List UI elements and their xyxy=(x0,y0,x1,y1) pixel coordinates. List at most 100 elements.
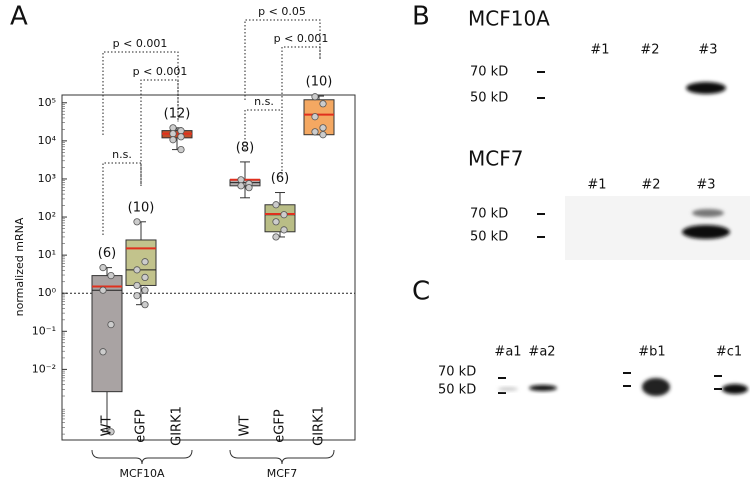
n-label: (8) xyxy=(236,140,254,155)
panel-label: B xyxy=(412,2,430,32)
marker-dashes xyxy=(498,372,722,394)
band xyxy=(682,225,730,239)
box xyxy=(264,204,296,233)
significance-bracket xyxy=(244,19,321,100)
marker-label: 70 kD xyxy=(438,365,476,380)
lane-label: #3 xyxy=(698,43,717,58)
data-point xyxy=(99,348,107,356)
y-tick-label: 10⁻² xyxy=(32,362,56,375)
data-point xyxy=(245,184,253,192)
x-tick-label: GIRK1 xyxy=(312,406,327,446)
data-point xyxy=(133,292,141,300)
marker-label: 50 kD xyxy=(470,230,508,245)
marker-label: 70 kD xyxy=(470,207,508,222)
band xyxy=(692,209,724,217)
data-point xyxy=(169,130,177,138)
band xyxy=(722,384,748,394)
data-point xyxy=(311,128,319,136)
significance-bracket xyxy=(102,51,179,135)
group-brace xyxy=(229,449,335,465)
y-axis-label: normalized mRNA xyxy=(13,217,26,316)
data-point xyxy=(133,266,141,274)
n-label: (6) xyxy=(98,246,116,261)
data-point xyxy=(99,264,107,272)
y-tick-label: 10¹ xyxy=(38,248,56,261)
data-point xyxy=(319,124,327,132)
significance-bracket xyxy=(281,46,321,150)
band xyxy=(642,378,670,396)
y-tick-label: 10⁴ xyxy=(38,134,57,147)
data-point xyxy=(237,182,245,190)
annotation: p < 0.001 xyxy=(113,37,168,50)
x-tick-label: WT xyxy=(100,416,115,437)
lane-label: #1 xyxy=(590,43,609,58)
plot-frame xyxy=(61,94,356,441)
significance-bracket xyxy=(140,79,179,186)
lane-label: #a1 xyxy=(494,345,521,360)
x-tick-label: eGFP xyxy=(273,409,288,443)
data-point xyxy=(99,286,107,294)
data-point xyxy=(107,320,115,329)
band xyxy=(498,387,518,391)
data-point xyxy=(280,226,288,234)
data-point xyxy=(272,201,280,209)
y-tick-label: 10² xyxy=(38,210,56,223)
box xyxy=(303,99,335,136)
data-point xyxy=(319,100,327,108)
n-label: (10) xyxy=(306,75,333,90)
y-tick-label: 10⁵ xyxy=(38,96,56,109)
significance-bracket xyxy=(102,162,142,235)
data-point xyxy=(177,127,185,135)
data-point xyxy=(141,258,149,266)
annotation: n.s. xyxy=(112,148,132,161)
y-tick-label: 10⁰ xyxy=(38,286,57,299)
lane-label: #1 xyxy=(587,178,606,193)
lane-label: #c1 xyxy=(716,345,742,360)
band xyxy=(529,385,557,391)
group-brace xyxy=(91,449,193,465)
data-point xyxy=(169,136,177,144)
data-point xyxy=(272,218,280,226)
annotation: n.s. xyxy=(254,95,274,108)
data-point xyxy=(107,428,115,436)
y-tick-label: 10³ xyxy=(38,172,56,185)
data-point xyxy=(169,124,177,132)
lane-label: #2 xyxy=(640,43,659,58)
data-point xyxy=(237,176,245,184)
marker-label: 50 kD xyxy=(470,91,508,106)
data-point xyxy=(319,131,327,139)
panel-label: A xyxy=(10,2,28,32)
annotation: p < 0.001 xyxy=(133,65,188,78)
x-tick-label: eGFP xyxy=(134,409,149,443)
lane-label: #a2 xyxy=(528,345,555,360)
y-tick-label: 10⁻¹ xyxy=(32,324,56,337)
annotation: p < 0.05 xyxy=(258,5,306,18)
data-point xyxy=(177,133,185,141)
x-tick-label: WT xyxy=(238,416,253,437)
group-label: MCF7 xyxy=(267,467,298,480)
data-point xyxy=(141,273,149,282)
lane-label: #2 xyxy=(641,178,660,193)
x-tick-label: GIRK1 xyxy=(170,406,185,446)
panel-label: C xyxy=(412,277,430,307)
data-point xyxy=(177,145,185,154)
data-point xyxy=(141,301,149,309)
box xyxy=(125,239,157,286)
n-label: (10) xyxy=(128,200,155,215)
n-label: (6) xyxy=(271,171,289,186)
data-point xyxy=(280,211,288,219)
n-label: (12) xyxy=(164,106,191,121)
box xyxy=(91,275,123,393)
data-point xyxy=(311,113,319,121)
blot-title: MCF7 xyxy=(468,147,523,171)
data-point xyxy=(141,286,149,294)
lane-label: #3 xyxy=(696,178,715,193)
data-point xyxy=(272,233,280,241)
band xyxy=(686,82,726,94)
data-point xyxy=(133,218,141,226)
lane-label: #b1 xyxy=(638,345,665,360)
annotation: p < 0.001 xyxy=(274,32,329,45)
group-label: MCF10A xyxy=(119,467,164,480)
marker-label: 50 kD xyxy=(438,383,476,398)
